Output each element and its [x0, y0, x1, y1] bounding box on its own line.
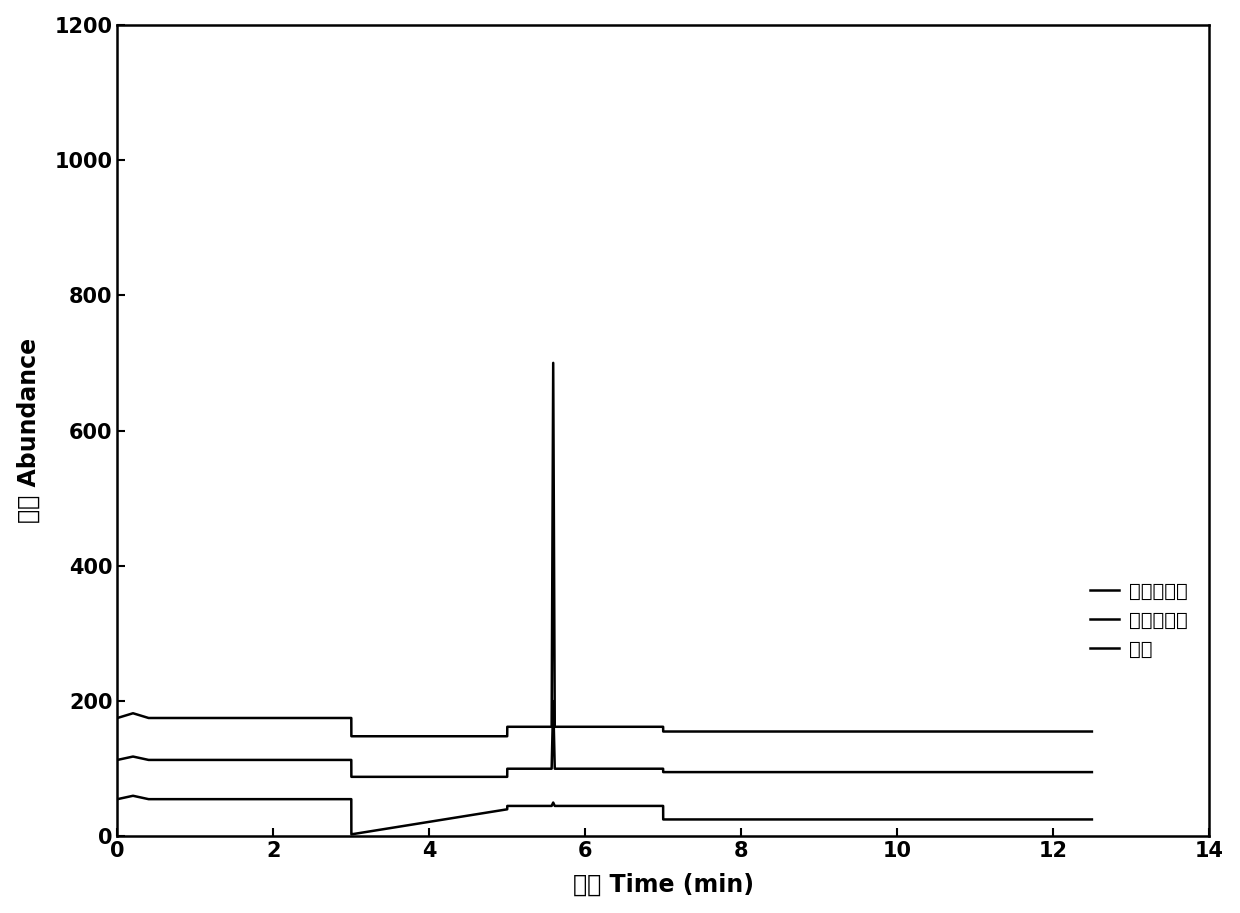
X-axis label: 时间 Time (min): 时间 Time (min) [573, 872, 754, 897]
Legend: 对照品溶液, 灵敏度溶液, 空白: 对照品溶液, 灵敏度溶液, 空白 [1084, 576, 1194, 665]
Y-axis label: 丰度 Abundance: 丰度 Abundance [16, 338, 41, 523]
